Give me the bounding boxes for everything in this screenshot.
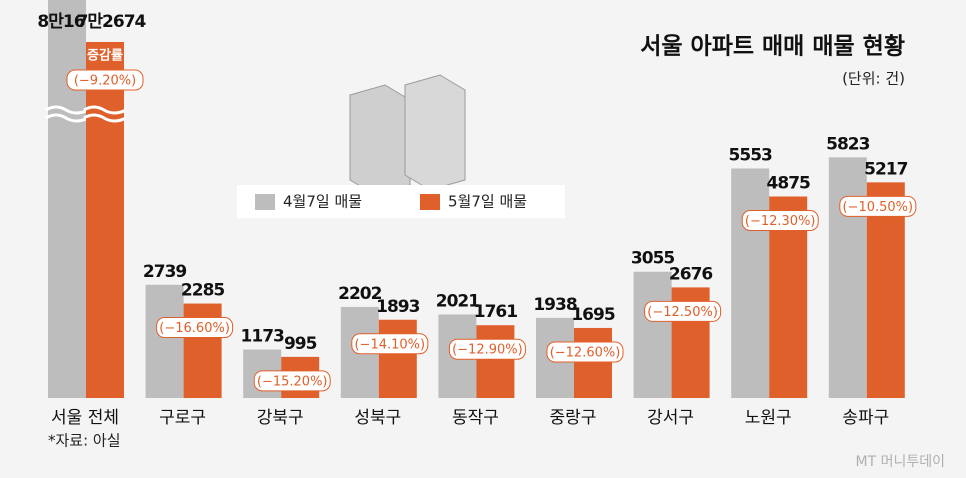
- value-label: 8만16: [37, 12, 84, 32]
- change-box: [839, 195, 917, 217]
- chart-subtitle: (단위: 건): [842, 70, 905, 88]
- value-label: 995: [284, 334, 317, 354]
- change-title: 증감률: [87, 49, 123, 64]
- change-box: [156, 317, 234, 339]
- change-label: (−9.20%): [74, 74, 136, 89]
- bar: [86, 42, 124, 398]
- x-tick-label: 송파구: [842, 408, 889, 428]
- change-box: [351, 333, 429, 355]
- x-tick-label: 노원구: [745, 408, 792, 428]
- bar: [866, 182, 905, 398]
- x-tick-label: 강북구: [257, 408, 304, 428]
- change-label: (−15.20%): [257, 374, 328, 389]
- change-box: [66, 69, 144, 91]
- change-box: [448, 338, 526, 360]
- change-label: (−10.50%): [842, 200, 913, 215]
- bar: [378, 319, 417, 398]
- x-tick-label: 구로구: [159, 408, 206, 428]
- change-label: (−16.60%): [159, 321, 230, 336]
- x-tick-label: 강서구: [647, 408, 694, 428]
- bar: [828, 157, 867, 398]
- legend-box: [237, 185, 565, 218]
- value-label: 3055: [631, 249, 674, 269]
- legend-label: 5월7일 매물: [448, 193, 527, 211]
- x-tick-label: 중랑구: [550, 408, 597, 428]
- bar: [731, 168, 770, 398]
- legend-label: 4월7일 매물: [283, 193, 362, 211]
- change-box: [253, 370, 331, 392]
- x-tick-label: 서울 전체: [51, 408, 119, 428]
- bar: [48, 0, 86, 398]
- chart-title: 서울 아파트 매매 매물 현황: [640, 34, 905, 60]
- watermark: MT 머니투데이: [856, 454, 945, 470]
- change-box: [741, 210, 819, 231]
- value-label: 5823: [826, 134, 869, 154]
- buildings: [349, 74, 466, 196]
- value-label: 1938: [533, 295, 576, 315]
- value-label: 2021: [436, 291, 479, 311]
- value-label: 5217: [864, 159, 907, 179]
- value-label: 2285: [181, 281, 224, 301]
- value-label: 1761: [474, 302, 517, 322]
- bar: [633, 271, 672, 398]
- x-tick-label: 동작구: [452, 408, 499, 428]
- bar: [145, 284, 184, 398]
- change-box: [644, 300, 722, 322]
- change-box: [546, 341, 624, 363]
- change-label: (−12.90%): [452, 343, 523, 358]
- value-label: 2739: [143, 262, 186, 282]
- break-mark: [45, 105, 89, 123]
- change-label: (−12.60%): [550, 345, 621, 360]
- legend-swatch: [420, 194, 440, 210]
- value-label: 2202: [338, 284, 381, 304]
- value-label: 7만2674: [77, 12, 147, 32]
- legend-swatch: [255, 194, 275, 210]
- value-label: 1173: [241, 327, 284, 347]
- value-label: 5553: [729, 145, 772, 165]
- bar: [476, 325, 515, 398]
- bar: [574, 327, 612, 398]
- x-tick-label: 성북구: [354, 408, 401, 428]
- value-label: 4875: [767, 174, 810, 194]
- break-mark: [83, 105, 127, 123]
- change-label: (−12.30%): [745, 214, 816, 229]
- change-label: (−12.50%): [647, 305, 718, 320]
- source-note: *자료: 아실: [48, 432, 121, 450]
- value-label: 1695: [571, 305, 614, 325]
- value-label: 2676: [669, 264, 712, 284]
- value-label: 1893: [376, 297, 419, 317]
- change-label: (−14.10%): [354, 337, 425, 352]
